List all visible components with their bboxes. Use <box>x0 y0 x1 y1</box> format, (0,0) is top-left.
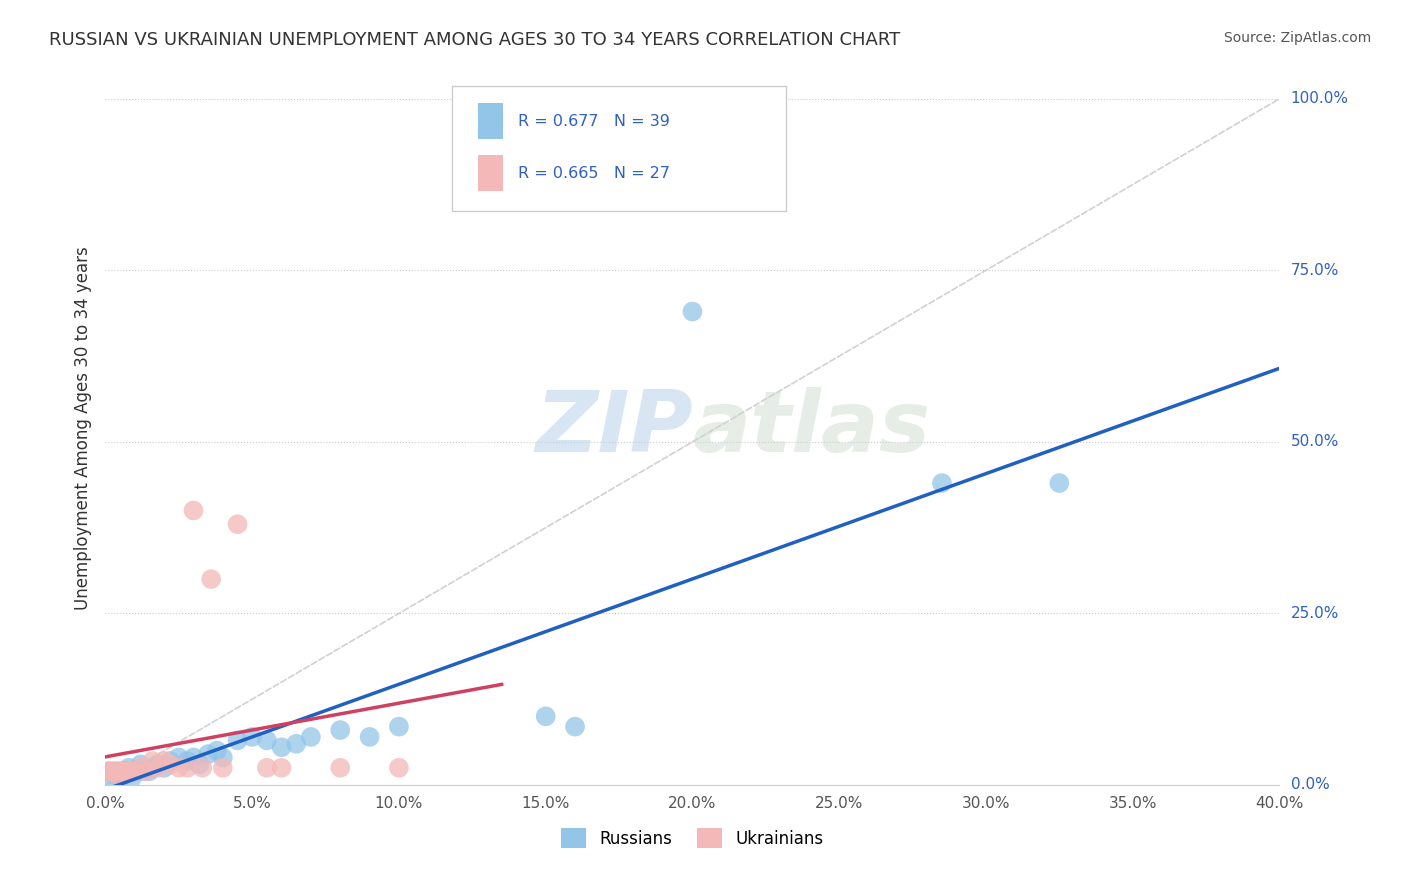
Point <box>211 761 233 775</box>
Point <box>97 764 120 779</box>
Point <box>112 764 135 779</box>
Point <box>103 764 125 779</box>
Point <box>121 771 143 785</box>
Point <box>112 764 135 779</box>
Y-axis label: Unemployment Among Ages 30 to 34 years: Unemployment Among Ages 30 to 34 years <box>73 246 91 610</box>
Point <box>299 730 322 744</box>
Text: 25.0%: 25.0% <box>1291 606 1339 621</box>
Point <box>240 730 263 744</box>
Point <box>197 747 219 761</box>
Point <box>118 764 141 779</box>
Text: RUSSIAN VS UKRAINIAN UNEMPLOYMENT AMONG AGES 30 TO 34 YEARS CORRELATION CHART: RUSSIAN VS UKRAINIAN UNEMPLOYMENT AMONG … <box>49 31 900 49</box>
Point <box>183 503 205 517</box>
Text: R = 0.665   N = 27: R = 0.665 N = 27 <box>517 166 669 180</box>
Point <box>159 757 181 772</box>
Bar <box>478 155 503 191</box>
Point <box>167 750 190 764</box>
Text: 100.0%: 100.0% <box>1291 91 1348 106</box>
Point <box>138 764 160 779</box>
Point <box>388 761 411 775</box>
Point <box>129 757 152 772</box>
Point <box>183 750 205 764</box>
Point <box>1047 476 1070 491</box>
Point <box>121 764 143 779</box>
Point <box>124 764 146 779</box>
Point <box>534 709 557 723</box>
Point <box>270 740 292 755</box>
Text: atlas: atlas <box>693 386 931 470</box>
Point <box>148 761 170 775</box>
Point <box>100 764 122 779</box>
Legend: Russians, Ukrainians: Russians, Ukrainians <box>554 822 831 855</box>
Point <box>141 761 163 775</box>
Text: 75.0%: 75.0% <box>1291 263 1339 277</box>
Text: 50.0%: 50.0% <box>1291 434 1339 450</box>
Point <box>682 304 704 318</box>
Point <box>97 764 120 779</box>
Point <box>159 754 181 768</box>
Point <box>148 757 170 772</box>
FancyBboxPatch shape <box>451 86 786 211</box>
Point <box>124 764 146 779</box>
Point <box>256 761 278 775</box>
Text: ZIP: ZIP <box>534 386 693 470</box>
Point <box>115 764 138 779</box>
Point <box>153 761 176 775</box>
Point <box>205 744 228 758</box>
Point <box>931 476 953 491</box>
Point <box>115 764 138 779</box>
Point <box>141 754 163 768</box>
Point <box>118 761 141 775</box>
Point <box>256 733 278 747</box>
Point <box>191 761 214 775</box>
Point <box>270 761 292 775</box>
Text: R = 0.677   N = 39: R = 0.677 N = 39 <box>517 114 669 128</box>
Point <box>226 517 249 532</box>
Point <box>108 764 131 779</box>
Point <box>103 767 125 781</box>
Point <box>127 764 149 779</box>
Point <box>200 572 222 586</box>
Point <box>153 754 176 768</box>
Text: Source: ZipAtlas.com: Source: ZipAtlas.com <box>1223 31 1371 45</box>
Bar <box>478 103 503 139</box>
Point <box>129 761 152 775</box>
Point <box>285 737 308 751</box>
Point <box>132 764 155 779</box>
Point <box>176 754 198 768</box>
Point <box>100 771 122 785</box>
Point <box>105 764 128 779</box>
Point <box>564 720 586 734</box>
Point <box>211 750 233 764</box>
Point <box>167 761 190 775</box>
Point <box>135 764 157 779</box>
Point <box>105 767 128 781</box>
Point <box>359 730 381 744</box>
Point <box>388 720 411 734</box>
Point <box>329 723 352 737</box>
Point <box>226 733 249 747</box>
Point <box>329 761 352 775</box>
Point <box>108 771 131 785</box>
Point <box>188 757 211 772</box>
Point <box>176 761 198 775</box>
Text: 0.0%: 0.0% <box>1291 778 1329 792</box>
